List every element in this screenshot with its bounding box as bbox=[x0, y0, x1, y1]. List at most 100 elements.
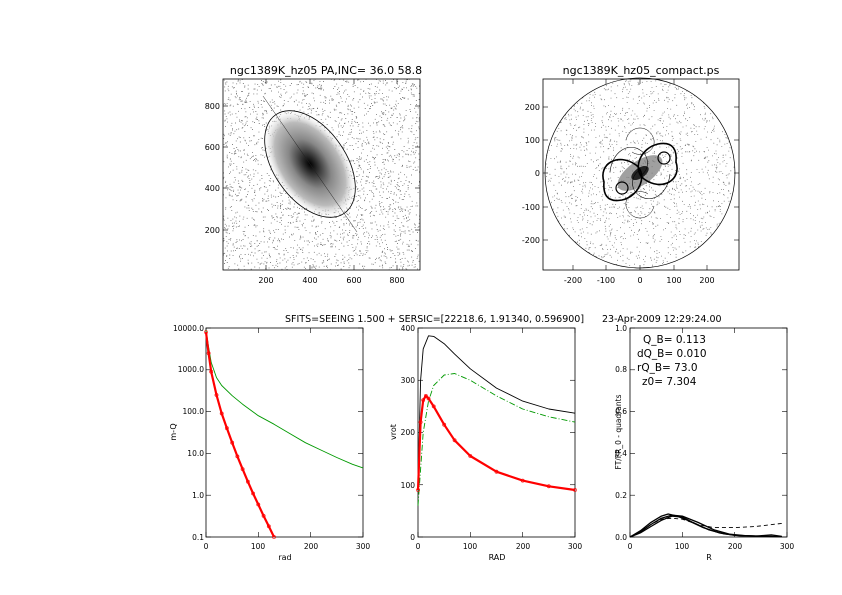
fit-caption: SFITS=SEEING 1.500 + SERSIC=[22218.6, 1.… bbox=[285, 314, 584, 325]
series-point bbox=[245, 479, 250, 484]
series-point bbox=[468, 454, 473, 458]
series-line-2 bbox=[204, 331, 275, 538]
series-point bbox=[224, 426, 229, 431]
chart-2-y-tick: 300 bbox=[401, 376, 416, 385]
fit-date: 23-Apr-2009 12:29:24.00 bbox=[602, 314, 722, 325]
series-point bbox=[546, 484, 551, 489]
chart-3-x-tick: 300 bbox=[780, 542, 795, 551]
image-right-title: ngc1389K_hz05_compact.ps bbox=[563, 64, 720, 77]
series-point bbox=[426, 396, 431, 401]
series-point bbox=[520, 478, 525, 483]
image-right-x-tick: 0 bbox=[637, 276, 642, 285]
series-point bbox=[494, 469, 499, 474]
image-left-title: ngc1389K_hz05 PA,INC= 36.0 58.8 bbox=[230, 64, 422, 77]
fit-ellipse bbox=[264, 110, 356, 218]
chart-3-ticks bbox=[629, 327, 788, 538]
series-point bbox=[204, 330, 208, 335]
chart-2-y-tick: 100 bbox=[401, 481, 416, 490]
chart-1-panel: rad m-Q 0 100 200 300 0.1 1.0 10.0 100.0… bbox=[169, 324, 370, 562]
chart-1-y-tick: 10000.0 bbox=[173, 324, 204, 333]
chart-3-xlabel: R bbox=[706, 553, 712, 562]
image-right-y-tick: -200 bbox=[522, 236, 540, 245]
chart-2-y-tick: 0 bbox=[410, 533, 415, 542]
chart-3-y-tick: 0.4 bbox=[615, 449, 627, 458]
series-point bbox=[423, 393, 428, 398]
contour-thin bbox=[632, 169, 671, 200]
series-point bbox=[452, 438, 457, 443]
series-point bbox=[418, 420, 423, 425]
chart-1-x-tick: 0 bbox=[204, 542, 209, 551]
chart-3-x-tick: 0 bbox=[628, 542, 633, 551]
series-point bbox=[573, 488, 577, 492]
series-point bbox=[206, 351, 211, 356]
bar-contours bbox=[602, 127, 678, 219]
galaxy-image-panel: ngc1389K_hz05 PA,INC= 36.0 58.8 200 400 … bbox=[205, 64, 422, 285]
image-right-y-tick: 100 bbox=[525, 136, 540, 145]
image-right-y-tick: 0 bbox=[535, 169, 540, 178]
chart-3-y-tick: 0.0 bbox=[615, 533, 627, 542]
image-right-frame bbox=[542, 78, 740, 271]
chart-2-x-tick: 100 bbox=[463, 542, 478, 551]
series-point bbox=[416, 488, 420, 492]
image-right-y-tick: -100 bbox=[522, 203, 540, 212]
series-point bbox=[219, 411, 224, 416]
series-point bbox=[230, 440, 235, 445]
image-right-x-tick: 100 bbox=[666, 276, 681, 285]
pa-line bbox=[262, 95, 358, 233]
image-left-x-tick: 600 bbox=[346, 276, 361, 285]
chart-2-y-tick: 400 bbox=[401, 324, 416, 333]
chart-1-ylabel: m-Q bbox=[169, 423, 178, 440]
series-line-4 bbox=[629, 517, 782, 538]
chart-3-annotation: Q_B= 0.113 bbox=[643, 334, 706, 346]
contour-image-panel: ngc1389K_hz05_compact.ps -200 -100 0 100… bbox=[522, 64, 740, 285]
chart-2-xlabel: RAD bbox=[489, 553, 506, 562]
chart-2-ylabel: vrot bbox=[389, 424, 398, 440]
chart-1-y-tick: 10.0 bbox=[187, 449, 204, 458]
chart-3-y-tick: 1.0 bbox=[615, 324, 627, 333]
chart-1-x-tick: 100 bbox=[251, 542, 266, 551]
series-point bbox=[261, 514, 266, 518]
chart-1-frame bbox=[205, 327, 364, 538]
series-point bbox=[256, 502, 261, 507]
chart-2-panel: RAD vrot 0 100 200 300 0 100 200 300 400 bbox=[389, 324, 582, 562]
chart-2-frame bbox=[417, 327, 576, 538]
chart-1-x-tick: 200 bbox=[304, 542, 319, 551]
image-right-x-tick: 200 bbox=[699, 276, 714, 285]
chart-2-series bbox=[416, 335, 577, 506]
chart-2-x-tick: 0 bbox=[416, 542, 421, 551]
chart-3-annotation: dQ_B= 0.010 bbox=[637, 348, 707, 360]
image-left-frame bbox=[222, 78, 421, 271]
chart-2-x-tick: 300 bbox=[568, 542, 583, 551]
contour-peak-left bbox=[615, 181, 629, 195]
series-point bbox=[251, 491, 256, 496]
series-point bbox=[442, 422, 447, 427]
contour-peak-right bbox=[657, 151, 671, 165]
chart-3-series bbox=[629, 513, 782, 538]
image-left-x-tick: 200 bbox=[258, 276, 273, 285]
chart-3-y-tick: 0.6 bbox=[615, 407, 627, 416]
chart-1-series bbox=[204, 329, 364, 539]
series-point bbox=[240, 467, 245, 472]
chart-3-x-tick: 200 bbox=[728, 542, 743, 551]
image-right-y-tick: 200 bbox=[525, 103, 540, 112]
image-right-ticks bbox=[543, 79, 739, 270]
series-point bbox=[214, 393, 219, 397]
series-point bbox=[235, 454, 240, 459]
chart-1-xlabel: rad bbox=[278, 553, 291, 562]
series-point bbox=[272, 535, 276, 539]
chart-1-y-tick: 100.0 bbox=[183, 407, 205, 416]
image-left-x-tick: 800 bbox=[389, 276, 404, 285]
image-left-ticks bbox=[223, 79, 420, 270]
chart-3-ylabel: FT/FR_0 - quadrants bbox=[614, 394, 623, 469]
chart-1-x-tick: 300 bbox=[356, 542, 371, 551]
chart-3-frame bbox=[629, 327, 788, 538]
chart-1-ticks bbox=[205, 327, 364, 538]
chart-1-y-tick: 1000.0 bbox=[178, 365, 204, 374]
chart-2-ticks bbox=[417, 327, 576, 538]
series-line-1 bbox=[205, 329, 364, 469]
series-line-3 bbox=[416, 394, 576, 492]
series-point bbox=[209, 369, 214, 374]
image-left-y-tick: 200 bbox=[205, 226, 220, 235]
image-left-y-tick: 600 bbox=[205, 143, 220, 152]
chart-2-y-tick: 200 bbox=[401, 428, 416, 437]
